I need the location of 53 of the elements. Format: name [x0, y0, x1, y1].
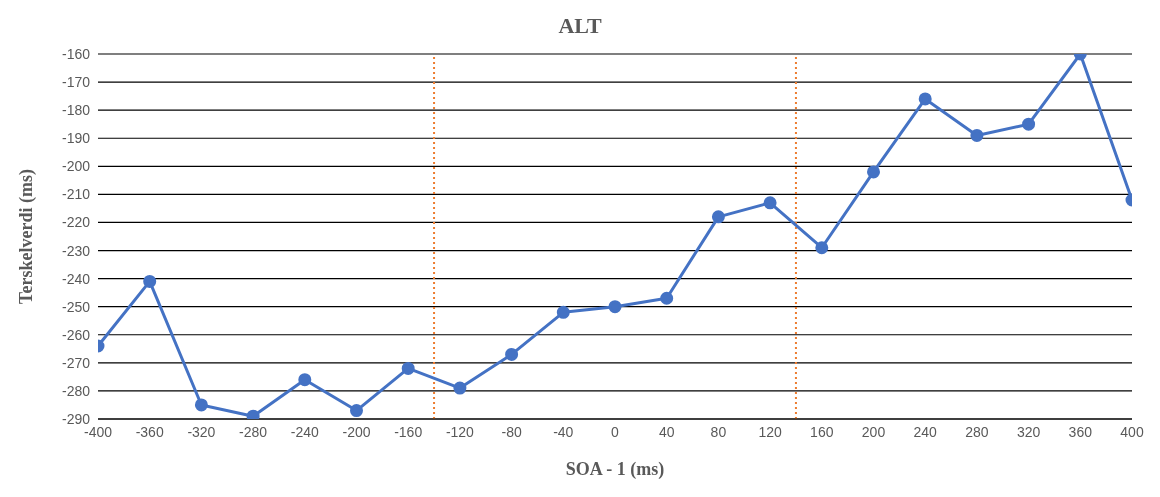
x-tick-label: -280 [239, 423, 268, 440]
point [763, 196, 777, 210]
point [608, 300, 622, 314]
x-axis-title: SOA - 1 (ms) [565, 459, 665, 480]
y-tick-label: -240 [61, 270, 91, 287]
point [453, 381, 467, 395]
y-tick-label: -190 [61, 130, 91, 147]
chart-title: ALT [557, 12, 603, 40]
y-tick-label: -200 [61, 158, 91, 175]
point [401, 361, 415, 375]
x-tick-label: -240 [290, 423, 320, 440]
x-tick-label: 320 [1016, 423, 1041, 440]
x-tick-label: 360 [1068, 423, 1093, 440]
x-tick-label: -160 [394, 423, 423, 440]
y-tick-label: -260 [61, 326, 91, 343]
x-tick-label: 240 [913, 423, 938, 440]
point [194, 398, 208, 412]
y-tick-label: -180 [61, 102, 91, 119]
y-axis-title: Terskelverdi (ms) [16, 169, 38, 304]
y-tick-label: -270 [61, 354, 91, 371]
x-tick-label: 40 [658, 423, 675, 440]
x-tick-label: -120 [445, 423, 475, 440]
point [143, 274, 157, 288]
x-tick-label: -320 [187, 423, 216, 440]
y-tick-label: -230 [61, 242, 91, 259]
x-tick-label: 280 [965, 423, 989, 440]
y-tick-label: -210 [61, 186, 91, 203]
y-tick-label: -160 [61, 45, 91, 62]
x-tick-label: 80 [710, 423, 727, 440]
point [298, 373, 312, 387]
x-tick-label: 0 [611, 423, 620, 440]
point [918, 92, 932, 106]
x-tick-label: 120 [758, 423, 782, 440]
x-tick-label: -80 [501, 423, 522, 440]
point [970, 128, 984, 142]
point [505, 347, 519, 361]
x-tick-label: -360 [135, 423, 164, 440]
point [1022, 117, 1036, 131]
y-tick-label: -280 [61, 382, 91, 399]
point [350, 404, 363, 418]
x-tick-label: 400 [1120, 423, 1144, 440]
x-tick-label: -200 [342, 423, 371, 440]
y-tick-label: -170 [61, 74, 91, 91]
x-tick-label: 200 [861, 423, 886, 440]
point [556, 305, 570, 319]
point [815, 241, 829, 255]
y-tick-label: -250 [61, 298, 91, 315]
point [711, 210, 725, 224]
x-tick-label: 160 [810, 423, 834, 440]
point [660, 291, 674, 305]
point [867, 165, 880, 179]
x-tick-label: -40 [553, 423, 574, 440]
y-tick-label: -220 [61, 214, 91, 231]
